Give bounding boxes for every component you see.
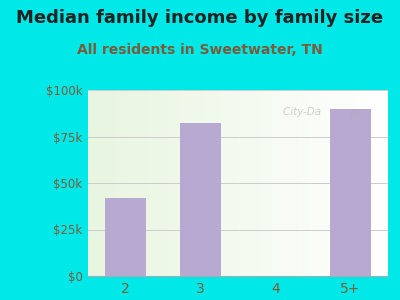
- Bar: [330, 109, 371, 276]
- Text: Median family income by family size: Median family income by family size: [16, 9, 384, 27]
- Bar: [105, 198, 146, 276]
- Text: All residents in Sweetwater, TN: All residents in Sweetwater, TN: [77, 44, 323, 58]
- Bar: [180, 124, 221, 276]
- Text: City-Da         m: City-Da m: [283, 107, 360, 117]
